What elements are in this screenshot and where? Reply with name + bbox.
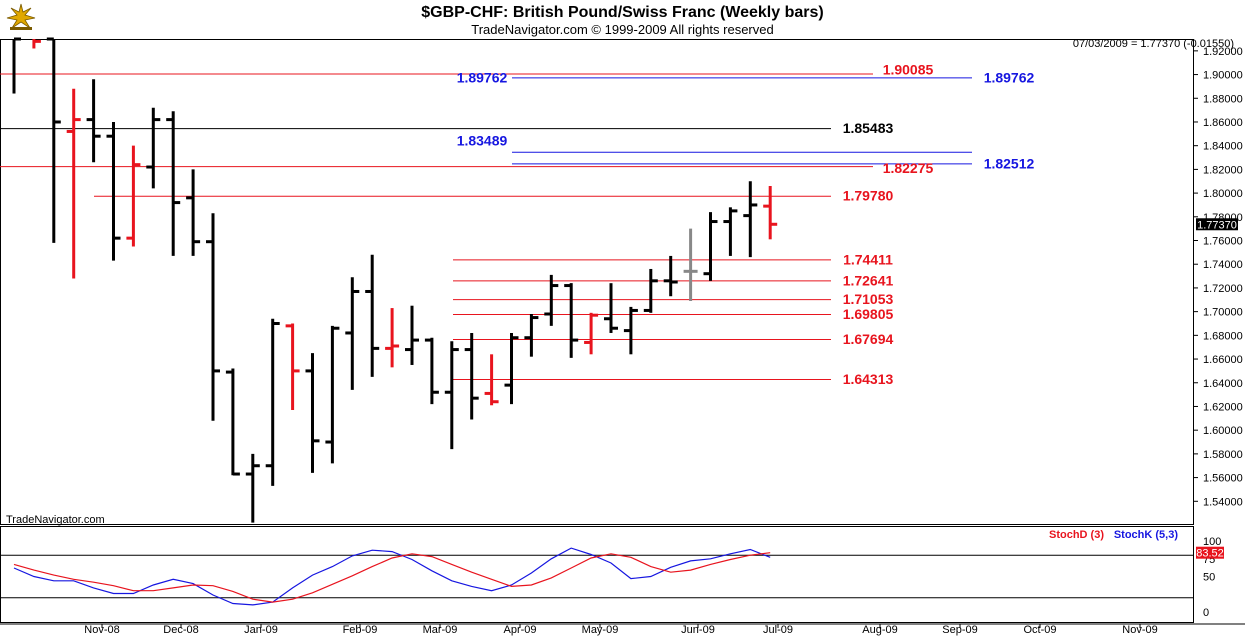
- y-tick-label: 1.92000: [1203, 46, 1243, 58]
- price-panel-frame: [0, 39, 1194, 525]
- x-tick-label: Nov-08: [84, 624, 119, 636]
- x-tick-label: Jul-09: [763, 624, 793, 636]
- stoch-value-box: [1196, 546, 1224, 559]
- current-price-box: [1196, 218, 1238, 231]
- level-label: 1.90085: [883, 62, 934, 78]
- stoch-panel-frame: [0, 526, 1194, 623]
- y-tick-label: 1.58000: [1203, 449, 1243, 461]
- y-tick-label: 1.54000: [1203, 496, 1243, 508]
- y-tick-label: 1.90000: [1203, 70, 1243, 82]
- y-tick-label: 1.80000: [1203, 188, 1243, 200]
- y-tick-label: 1.84000: [1203, 141, 1243, 153]
- level-label: 1.82275: [883, 160, 934, 176]
- x-tick-label: Aug-09: [862, 624, 897, 636]
- y-tick-label: 1.68000: [1203, 330, 1243, 342]
- y-tick-label: 1.82000: [1203, 164, 1243, 176]
- tradenavigator-logo-icon: [4, 2, 38, 32]
- price-readout: 07/03/2009 = 1.77370 (-0.01550): [1073, 38, 1234, 50]
- level-label: 1.71053: [843, 291, 894, 307]
- chart-subtitle: TradeNavigator.com © 1999-2009 All right…: [471, 22, 774, 37]
- chart-title: $GBP-CHF: British Pound/Swiss Franc (Wee…: [421, 4, 824, 21]
- x-tick-label: Nov-09: [1122, 624, 1157, 636]
- level-label: 1.82512: [984, 155, 1035, 171]
- y-tick-label: 1.66000: [1203, 354, 1243, 366]
- stoch-tick-label: 0: [1203, 607, 1209, 619]
- y-tick-label: 1.88000: [1203, 93, 1243, 105]
- level-label: 1.74411: [843, 251, 893, 267]
- level-lines: 1.90085 1.89762 1.89762 1.85483 1.83489 1.825…: [0, 62, 1035, 387]
- watermark: TradeNavigator.com: [6, 514, 105, 526]
- y-tick-label: 1.86000: [1203, 117, 1243, 129]
- stoch-tick-label: 100: [1203, 536, 1221, 548]
- y-tick-label: 1.72000: [1203, 283, 1243, 295]
- x-tick-label: Oct-09: [1023, 624, 1056, 636]
- level-label: 1.79780: [843, 188, 894, 204]
- level-label: 1.64313: [843, 371, 894, 387]
- x-tick-label: Mar-09: [423, 624, 458, 636]
- x-tick-label: Feb-09: [343, 624, 378, 636]
- x-tick-label: May-09: [582, 624, 619, 636]
- price-axis: 1.54000 1.56000 1.58000 1.60000 1.62000 1.640…: [1193, 46, 1243, 508]
- y-tick-label: 1.64000: [1203, 378, 1243, 390]
- level-label: 1.67694: [843, 331, 894, 347]
- level-label: 1.83489: [457, 133, 508, 149]
- level-label: 1.89762: [457, 69, 508, 85]
- level-label: 1.85483: [843, 120, 894, 136]
- stochk-line: [13, 547, 771, 606]
- level-label: 1.72641: [843, 272, 894, 288]
- current-price-marker: 1.77370: [1196, 218, 1238, 231]
- x-tick-label: Jun-09: [681, 624, 715, 636]
- y-tick-label: 1.70000: [1203, 307, 1243, 319]
- stochk-legend: StochK (5,3): [1114, 529, 1179, 541]
- y-tick-label: 1.60000: [1203, 425, 1243, 437]
- current-price-label: 1.77370: [1197, 219, 1237, 231]
- y-tick-label: 1.56000: [1203, 473, 1243, 485]
- level-label: 1.89762: [984, 69, 1035, 85]
- y-tick-label: 1.62000: [1203, 401, 1243, 413]
- stoch-value-label: 83.52: [1196, 548, 1224, 560]
- level-label: 1.69805: [843, 306, 894, 322]
- stochd-line: [13, 552, 771, 603]
- y-tick-label: 1.74000: [1203, 259, 1243, 271]
- x-tick-label: Sep-09: [942, 624, 977, 636]
- ohlc-bars: [12, 37, 778, 523]
- stoch-tick-label: 50: [1203, 572, 1215, 584]
- stochd-legend: StochD (3): [1049, 529, 1104, 541]
- date-axis: Nov-08 Dec-08 Jan-09 Feb-09 Mar-09 Apr-09 May-…: [84, 624, 1158, 636]
- x-tick-label: Dec-08: [163, 624, 198, 636]
- x-tick-label: Apr-09: [503, 624, 536, 636]
- y-tick-label: 1.76000: [1203, 236, 1243, 248]
- x-tick-label: Jan-09: [244, 624, 278, 636]
